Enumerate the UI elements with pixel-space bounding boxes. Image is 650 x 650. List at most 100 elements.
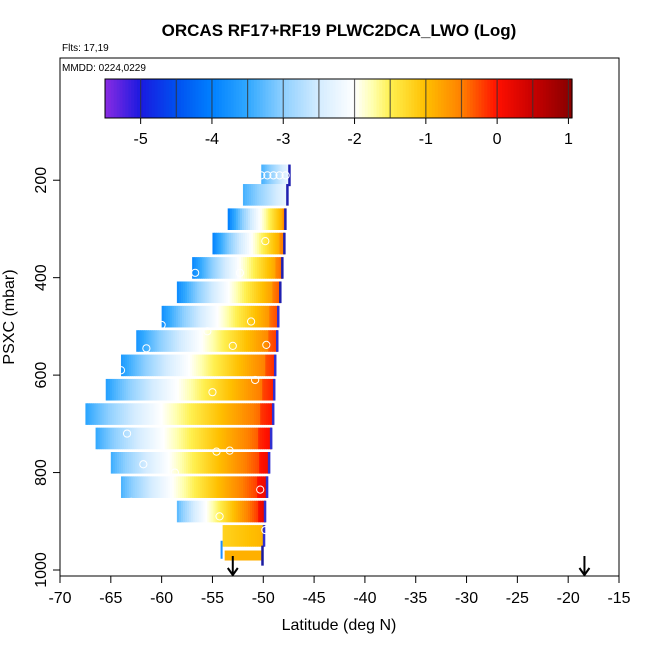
colorbar-tick-label: 1 [564,131,573,148]
heatmap-cell [164,330,168,352]
heatmap-cell [126,427,129,450]
heatmap-cell [198,305,201,328]
heatmap-cell [181,305,185,328]
heatmap-cell [259,354,262,377]
heatmap-cell [256,378,259,401]
heatmap-cell [247,476,250,498]
colorbar-segment [250,79,255,118]
heatmap-cell [183,452,187,474]
heatmap-cell [253,452,256,474]
colorbar-segment [408,79,413,118]
heatmap-cell [131,476,134,498]
colorbar-segment [399,79,404,118]
heatmap-cell [127,354,130,377]
heatmap-cell [241,330,245,352]
heatmap-cell [241,208,245,230]
heatmap-cell [218,257,222,279]
colorbar-segment [402,79,407,118]
heatmap-cell [248,330,251,352]
heatmap-cell [156,427,160,450]
heatmap-cell [257,257,260,279]
heatmap-cell [249,305,252,328]
marker-point [78,425,87,434]
colorbar-segment [312,79,316,118]
heatmap-cell [199,281,202,304]
heatmap-cell [247,452,250,474]
heatmap-cell [277,232,281,255]
colorbar-segment [280,79,284,118]
heatmap-cell [187,500,190,523]
colorbar-segment [166,79,170,118]
heatmap-cell [240,232,244,255]
colorbar-segment [440,79,445,118]
x-axis: -70 -65 -60 -55 -50 -45 -40 -35 -30 -25 -20 -15 [48,576,631,607]
heatmap-cell [199,500,202,523]
heatmap-cell [273,305,276,328]
heatmap-cell [247,354,250,377]
colorbar-segment [484,79,488,118]
heatmap-cell [264,281,267,304]
heatmap-cell [169,476,173,498]
heatmap-cell [197,378,200,401]
heatmap-cell [189,403,192,425]
heatmap-cell [162,403,166,425]
marker-point [208,388,217,397]
heatmap-cell [251,452,254,474]
colorbar-segment [557,79,561,118]
heatmap-cell [269,354,272,377]
heatmap-cell [187,378,190,401]
heatmap-cell [133,452,136,474]
heatmap-cell [232,305,236,328]
heatmap-cell [164,427,168,450]
colorbar-segment [140,79,144,118]
heatmap-cell [164,403,168,425]
heatmap-cell [212,452,215,474]
heatmap-cell [221,330,225,352]
heatmap-cell [235,403,239,425]
heatmap-cell [175,354,179,377]
heatmap-cell [166,403,170,425]
heatmap-cell [273,184,276,206]
heatmap-cell [121,378,125,401]
heatmap-cell [265,184,268,206]
heatmap-cell [139,476,142,498]
heatmap-cell [172,378,176,401]
heatmap-cell [270,281,273,304]
heatmap-cell [204,354,207,377]
heatmap-cell [267,164,270,187]
heatmap-cell [224,354,228,377]
heatmap-cell [236,257,240,279]
colorbar-segment [189,79,194,118]
heatmap-cell [258,427,261,450]
heatmap-cell [140,330,143,352]
heatmap-cell [250,281,253,304]
heatmap-cell [191,378,194,401]
heatmap-cell [182,500,186,523]
heatmap-cell [207,500,210,523]
colorbar-segment [335,79,340,118]
marker-point [261,237,270,246]
heatmap-cell [204,257,207,279]
heatmap-cell [176,403,180,425]
heatmap-cell [265,354,268,377]
heatmap-cell [168,427,172,450]
heatmap-cell [191,403,194,425]
heatmap-cell [123,476,126,498]
heatmap-cell [176,330,180,352]
heatmap-cell [230,257,234,279]
heatmap-cell [123,354,126,377]
colorbar-segment [507,79,512,118]
x-tick-label: -15 [607,590,630,607]
heatmap-cell [254,330,257,352]
heatmap-cell [203,330,206,352]
colorbar-tick-label: -2 [347,131,361,148]
heatmap-cell [118,452,122,474]
heatmap-cell [156,330,160,352]
heatmap-cell [174,403,178,425]
heatmap-cell [188,354,191,377]
colorbar-segment [569,79,573,118]
colorbar-segment [318,79,322,118]
heatmap-cell [217,500,221,523]
heatmap-cell [148,427,151,450]
colorbar-segment [131,79,135,118]
